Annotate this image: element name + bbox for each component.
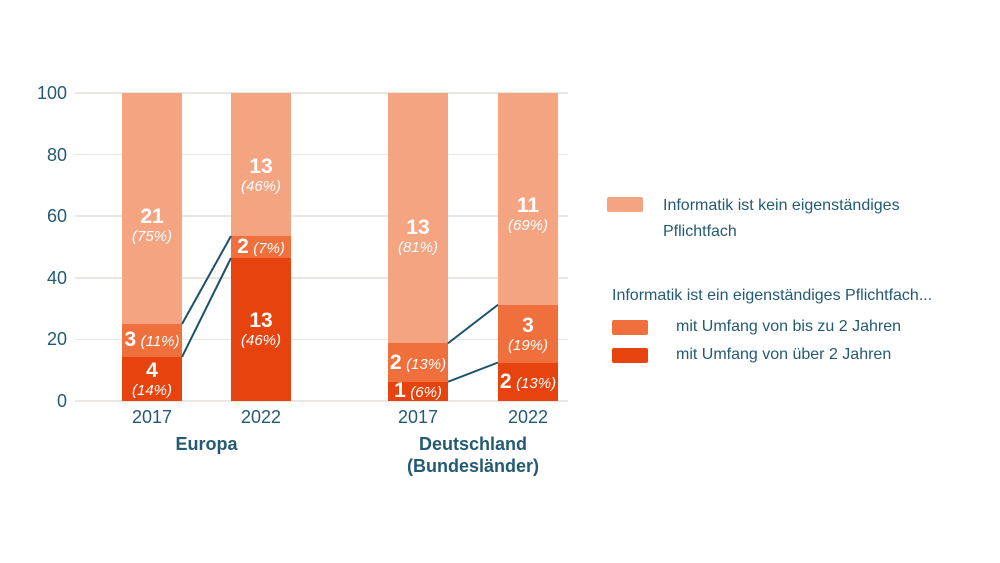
bar-segment-europa-2022-none: 13 (46%) [231, 93, 291, 236]
gridline-y40 [75, 277, 568, 279]
segment-count: 3 [124, 328, 137, 352]
segment-percent: (6%) [410, 384, 442, 402]
gridline-y0 [75, 400, 568, 402]
segment-count: 4 [146, 358, 158, 382]
segment-percent: (46%) [240, 332, 281, 350]
segment-value-label: 13 (46%) [223, 309, 299, 349]
segment-value-label: 2 (13%) [380, 351, 456, 377]
bar-segment-europa-2017-over2: 4 (14%) [122, 356, 182, 401]
segment-count: 11 [516, 193, 540, 217]
y-axis-tick-label: 100 [36, 83, 67, 103]
gridline-y20 [75, 338, 568, 341]
y-axis-tick-label: 40 [46, 267, 67, 288]
gridline-y80 [75, 153, 568, 156]
gridline-y60 [75, 215, 568, 217]
segment-count: 13 [249, 154, 273, 178]
bar-segment-europa-2022-upto2: 2 (7%) [231, 235, 291, 258]
bar-segment-deutschland-2017-none: 13 (81%) [388, 93, 448, 344]
bar-segment-deutschland-2017-over2: 1 (6%) [388, 379, 448, 402]
x-axis-year-label: 2017 [131, 407, 173, 427]
segment-percent: (7%) [253, 240, 285, 257]
y-axis-tick-label: 80 [46, 144, 67, 165]
bar-segment-deutschland-2022-over2: 2 (13%) [498, 362, 558, 401]
bar-segment-europa-2017-none: 21 (75%) [122, 93, 182, 324]
segment-percent: (69%) [507, 216, 548, 234]
segment-count: 3 [522, 313, 534, 337]
x-axis-group-label: Europa [175, 434, 238, 454]
segment-value-label: 21 (75%) [114, 205, 190, 245]
y-axis-tick-label: 0 [56, 391, 67, 411]
segment-value-label: 2 (7%) [223, 235, 299, 261]
segment-value-label: 4 (14%) [114, 359, 190, 399]
segment-percent: (11%) [140, 333, 180, 351]
segment-count: 2 [499, 369, 512, 393]
segment-percent: (46%) [240, 177, 281, 195]
segment-percent: (19%) [507, 336, 548, 354]
segment-percent: (81%) [397, 238, 438, 256]
segment-percent: (75%) [131, 227, 172, 245]
segment-percent: (14%) [131, 381, 172, 399]
bar-segment-deutschland-2022-none: 11 (69%) [498, 93, 558, 305]
segment-value-label: 2 (13%) [490, 370, 566, 396]
segment-count: 2 [389, 350, 402, 374]
segment-count: 13 [406, 215, 430, 239]
x-axis-year-label: 2022 [240, 407, 282, 427]
x-axis-group-label: Deutschland (Bundesländer) [406, 434, 539, 476]
segment-count: 21 [140, 204, 164, 228]
segment-count: 1 [394, 379, 406, 403]
segment-percent: (13%) [516, 374, 557, 392]
segment-value-label: 3 (19%) [490, 314, 566, 354]
segment-value-label: 13 (81%) [380, 216, 456, 256]
bar-segment-europa-2022-over2: 13 (46%) [231, 257, 291, 401]
y-axis-tick-label: 60 [46, 206, 67, 227]
segment-count: 2 [237, 235, 249, 258]
bar-segment-deutschland-2017-upto2: 2 (13%) [388, 343, 448, 382]
segment-count: 13 [249, 309, 273, 333]
x-axis-year-label: 2022 [507, 407, 549, 427]
bar-segment-europa-2017-upto2: 3 (11%) [122, 324, 182, 357]
y-axis-tick-label: 20 [46, 329, 67, 350]
segment-value-label: 11 (69%) [490, 194, 566, 234]
segment-percent: (13%) [406, 355, 447, 373]
segment-value-label: 3 (11%) [114, 328, 190, 354]
gridline-y100 [75, 92, 568, 94]
segment-value-label: 13 (46%) [223, 155, 299, 195]
bar-segment-deutschland-2022-upto2: 3 (19%) [498, 304, 558, 363]
segment-value-label: 1 (6%) [380, 379, 456, 405]
x-axis-year-label: 2017 [397, 407, 439, 427]
